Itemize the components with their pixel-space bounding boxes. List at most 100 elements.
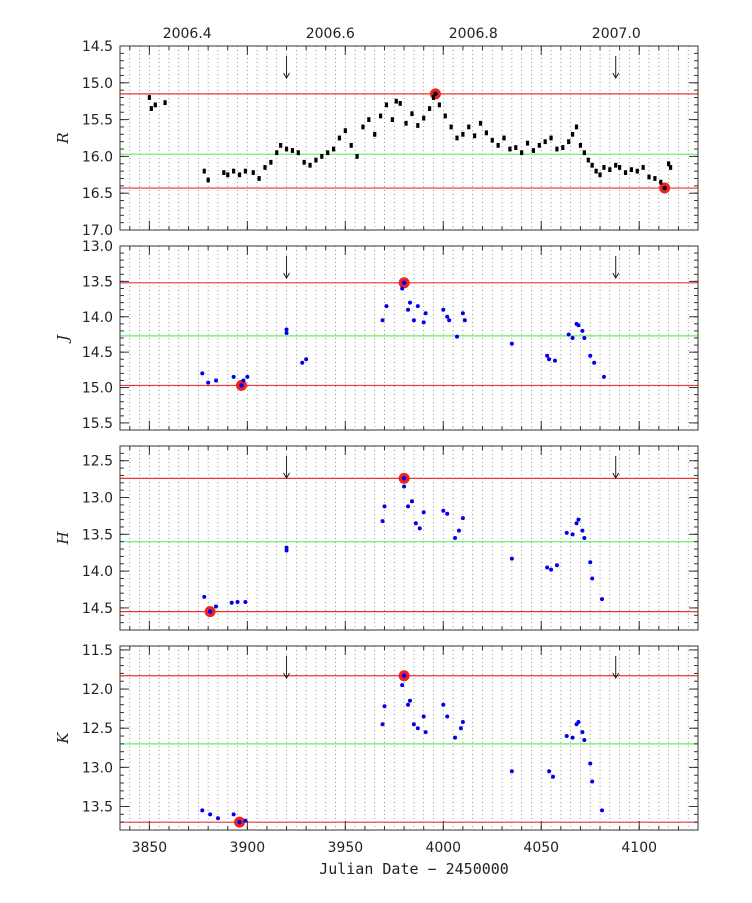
- data-point: [431, 95, 436, 100]
- data-point: [275, 150, 279, 156]
- data-point: [384, 102, 389, 108]
- data-point: [570, 336, 575, 340]
- data-point: [355, 154, 359, 159]
- data-point: [423, 730, 428, 735]
- data-point: [592, 360, 597, 365]
- data-point: [653, 176, 657, 181]
- data-point: [578, 142, 583, 148]
- data-point: [520, 150, 524, 156]
- data-point: [326, 150, 330, 156]
- data-point: [411, 722, 416, 727]
- data-point: [400, 683, 405, 688]
- data-point: [580, 328, 585, 333]
- data-point: [588, 560, 593, 565]
- y-tick-label: 14.5: [82, 39, 113, 55]
- data-point: [635, 168, 639, 174]
- data-point: [618, 165, 622, 170]
- x-tick-label: 4000: [425, 840, 461, 856]
- data-point: [586, 157, 590, 163]
- data-point: [415, 726, 420, 731]
- y-tick-label: 12.0: [82, 682, 113, 698]
- data-point: [232, 168, 236, 174]
- data-point: [445, 714, 450, 719]
- top-axis-label: 2007.0: [592, 26, 641, 42]
- data-point: [302, 159, 306, 165]
- data-point: [202, 168, 206, 174]
- data-point: [458, 726, 463, 731]
- panel-frame: [119, 445, 699, 631]
- data-point: [214, 378, 219, 383]
- data-point: [407, 698, 412, 703]
- data-point: [417, 526, 422, 531]
- data-point: [567, 139, 571, 145]
- data-point: [380, 519, 385, 524]
- data-point: [202, 594, 207, 599]
- y-axis-label: H: [54, 531, 72, 546]
- data-point: [623, 170, 628, 175]
- data-point: [237, 172, 242, 178]
- data-point: [208, 812, 213, 817]
- y-tick-label: 15.5: [82, 113, 113, 129]
- panel-frame: [119, 245, 699, 431]
- data-point: [263, 165, 267, 170]
- data-point: [284, 146, 289, 152]
- data-point: [543, 139, 547, 145]
- x-tick-label: 3900: [230, 840, 266, 856]
- data-point: [545, 353, 550, 358]
- data-point: [215, 816, 220, 821]
- arrow-marker-head: [612, 272, 620, 279]
- data-point: [509, 769, 514, 774]
- data-point: [549, 567, 554, 572]
- data-point: [641, 165, 645, 170]
- y-tick-label: 16.0: [82, 149, 113, 165]
- data-point: [269, 159, 273, 165]
- data-point: [461, 131, 465, 137]
- data-point: [251, 170, 255, 175]
- data-point: [331, 146, 336, 152]
- data-point: [284, 545, 289, 550]
- data-point: [314, 157, 318, 163]
- data-point: [580, 730, 585, 735]
- data-point: [409, 499, 414, 504]
- data-point: [382, 504, 387, 509]
- data-point: [398, 101, 402, 106]
- data-point: [588, 353, 593, 358]
- data-point: [509, 556, 514, 561]
- data-point: [402, 484, 407, 489]
- data-point: [382, 704, 387, 709]
- data-point: [460, 311, 465, 316]
- data-point: [443, 113, 447, 119]
- data-point: [447, 318, 452, 323]
- data-point: [460, 516, 465, 521]
- data-point: [570, 735, 575, 740]
- data-point: [243, 168, 247, 174]
- y-tick-label: 15.5: [82, 416, 113, 432]
- data-point: [423, 311, 428, 316]
- data-point: [668, 165, 673, 170]
- data-point: [373, 131, 377, 137]
- data-point: [590, 779, 595, 784]
- data-point: [582, 737, 587, 742]
- y-tick-label: 13.5: [82, 274, 113, 290]
- data-point: [407, 300, 412, 305]
- y-tick-label: 13.5: [82, 800, 113, 816]
- data-point: [229, 600, 234, 605]
- data-point: [235, 600, 240, 605]
- data-point: [566, 332, 571, 337]
- data-point: [582, 150, 586, 156]
- data-point: [473, 133, 477, 139]
- y-axis-label: J: [54, 334, 72, 344]
- data-point: [445, 314, 450, 319]
- top-axis-label: 2006.4: [163, 26, 212, 42]
- data-point: [608, 167, 612, 173]
- panel-frame: [119, 645, 699, 831]
- data-point: [226, 172, 230, 178]
- arrow-marker-head: [283, 472, 290, 479]
- x-tick-label: 4050: [523, 840, 559, 856]
- data-point: [384, 304, 389, 309]
- data-point: [149, 106, 153, 111]
- data-point: [598, 172, 602, 178]
- data-point: [243, 600, 248, 605]
- data-point: [647, 174, 651, 180]
- data-point: [147, 95, 151, 100]
